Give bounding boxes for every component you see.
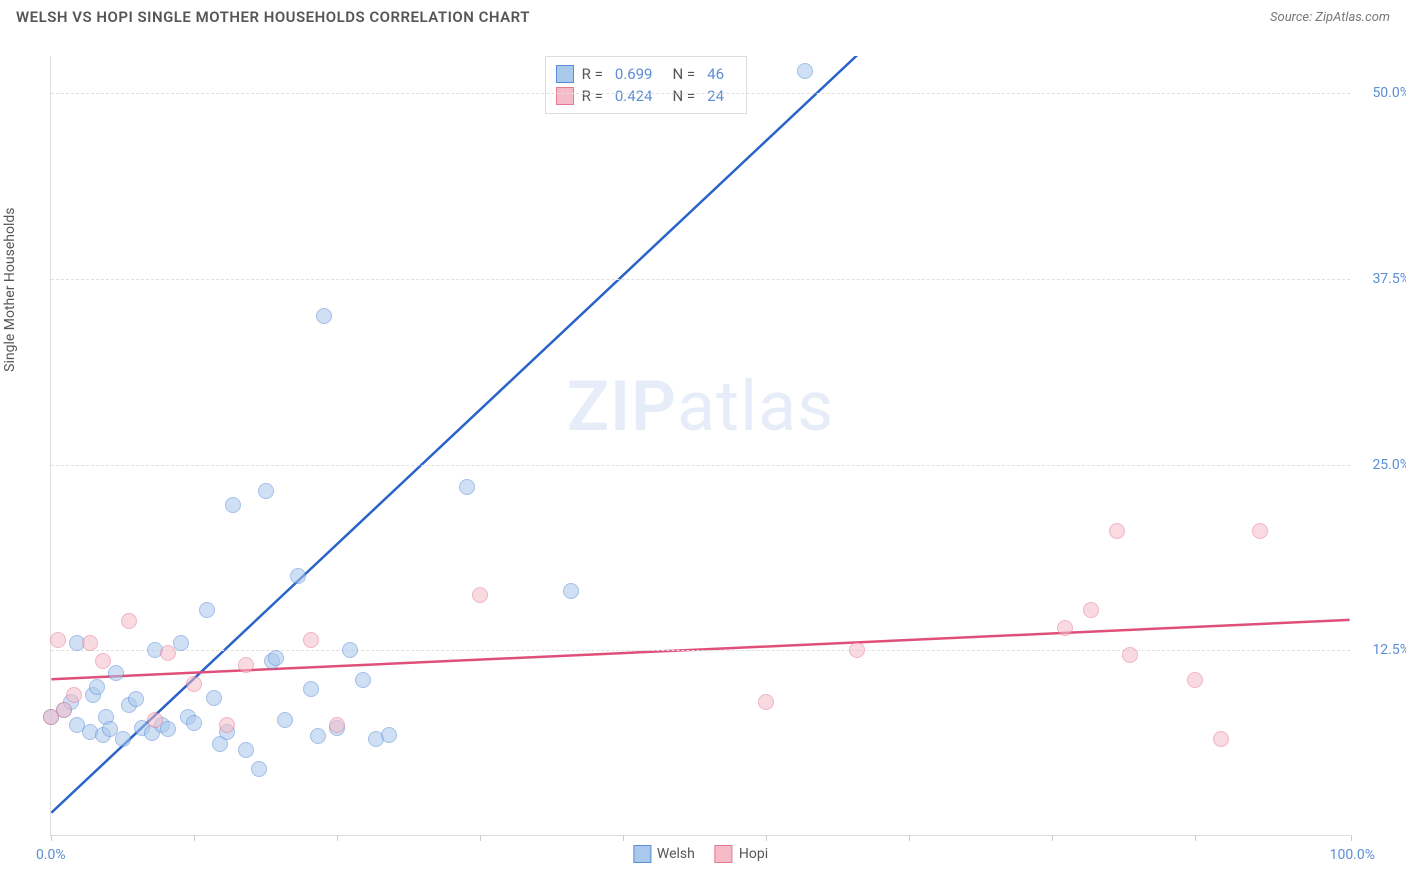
data-point xyxy=(316,308,332,324)
data-point xyxy=(342,642,358,658)
x-tick xyxy=(480,835,481,841)
x-tick xyxy=(1052,835,1053,841)
legend-item: Welsh xyxy=(633,845,695,863)
data-point xyxy=(381,727,397,743)
y-tick-label: 12.5% xyxy=(1372,642,1406,658)
data-point xyxy=(186,715,202,731)
y-tick-label: 50.0% xyxy=(1372,85,1406,101)
data-point xyxy=(115,731,131,747)
data-point xyxy=(108,665,124,681)
chart-header: WELSH VS HOPI SINGLE MOTHER HOUSEHOLDS C… xyxy=(0,0,1406,30)
x-tick xyxy=(1351,835,1352,841)
data-point xyxy=(277,712,293,728)
n-label: N = xyxy=(673,65,696,83)
legend-swatch xyxy=(715,845,733,863)
x-axis-min-label: 0.0% xyxy=(36,847,66,863)
data-point xyxy=(160,721,176,737)
data-point xyxy=(238,742,254,758)
legend-swatch xyxy=(556,65,574,83)
x-tick xyxy=(766,835,767,841)
x-tick xyxy=(1195,835,1196,841)
x-tick xyxy=(194,835,195,841)
r-label: R = xyxy=(582,87,603,105)
r-value: 0.424 xyxy=(615,87,653,105)
n-label: N = xyxy=(673,87,696,105)
legend-label: Hopi xyxy=(739,846,768,862)
y-axis-label: Single Mother Households xyxy=(2,208,18,372)
data-point xyxy=(219,717,235,733)
gridline xyxy=(51,279,1350,280)
data-point xyxy=(82,635,98,651)
chart-title: WELSH VS HOPI SINGLE MOTHER HOUSEHOLDS C… xyxy=(16,8,530,26)
legend-swatch xyxy=(556,87,574,105)
data-point xyxy=(1252,523,1268,539)
gridline xyxy=(51,465,1350,466)
data-point xyxy=(1122,647,1138,663)
data-point xyxy=(225,497,241,513)
n-value: 46 xyxy=(707,65,724,83)
legend-label: Welsh xyxy=(657,846,695,862)
data-point xyxy=(797,63,813,79)
x-tick xyxy=(909,835,910,841)
source-credit: Source: ZipAtlas.com xyxy=(1270,10,1390,25)
trend-lines xyxy=(51,56,1350,835)
data-point xyxy=(56,702,72,718)
correlation-stats-box: R = 0.699 N = 46 R = 0.424 N = 24 xyxy=(545,56,747,114)
data-point xyxy=(251,761,267,777)
data-point xyxy=(303,632,319,648)
stats-row: R = 0.699 N = 46 xyxy=(556,63,736,85)
r-label: R = xyxy=(582,65,603,83)
data-point xyxy=(758,694,774,710)
data-point xyxy=(1109,523,1125,539)
data-point xyxy=(563,583,579,599)
data-point xyxy=(1213,731,1229,747)
x-tick xyxy=(51,835,52,841)
data-point xyxy=(147,712,163,728)
data-point xyxy=(258,483,274,499)
data-point xyxy=(89,679,105,695)
y-tick-label: 25.0% xyxy=(1372,457,1406,473)
data-point xyxy=(238,657,254,673)
data-point xyxy=(121,613,137,629)
data-point xyxy=(290,568,306,584)
data-point xyxy=(199,602,215,618)
data-point xyxy=(329,717,345,733)
gridline xyxy=(51,650,1350,651)
data-point xyxy=(310,728,326,744)
data-point xyxy=(128,691,144,707)
legend-swatch xyxy=(633,845,651,863)
legend-item: Hopi xyxy=(715,845,768,863)
data-point xyxy=(186,676,202,692)
data-point xyxy=(66,687,82,703)
r-value: 0.699 xyxy=(615,65,653,83)
data-point xyxy=(50,632,66,648)
data-point xyxy=(1187,672,1203,688)
stats-row: R = 0.424 N = 24 xyxy=(556,85,736,107)
data-point xyxy=(1057,620,1073,636)
data-point xyxy=(1083,602,1099,618)
n-value: 24 xyxy=(707,87,724,105)
data-point xyxy=(160,645,176,661)
data-point xyxy=(95,653,111,669)
watermark: ZIPatlas xyxy=(567,366,835,448)
gridline xyxy=(51,93,1350,94)
scatter-plot-area: ZIPatlas R =0.699N =46R =0.424N =24 0.0%… xyxy=(50,56,1350,836)
data-point xyxy=(849,642,865,658)
series-legend: Welsh Hopi xyxy=(633,845,768,863)
x-tick xyxy=(337,835,338,841)
data-point xyxy=(206,690,222,706)
data-point xyxy=(355,672,371,688)
data-point xyxy=(472,587,488,603)
data-point xyxy=(303,681,319,697)
x-tick xyxy=(623,835,624,841)
y-tick-label: 37.5% xyxy=(1372,271,1406,287)
data-point xyxy=(173,635,189,651)
x-axis-max-label: 100.0% xyxy=(1330,847,1375,863)
data-point xyxy=(268,650,284,666)
data-point xyxy=(459,479,475,495)
